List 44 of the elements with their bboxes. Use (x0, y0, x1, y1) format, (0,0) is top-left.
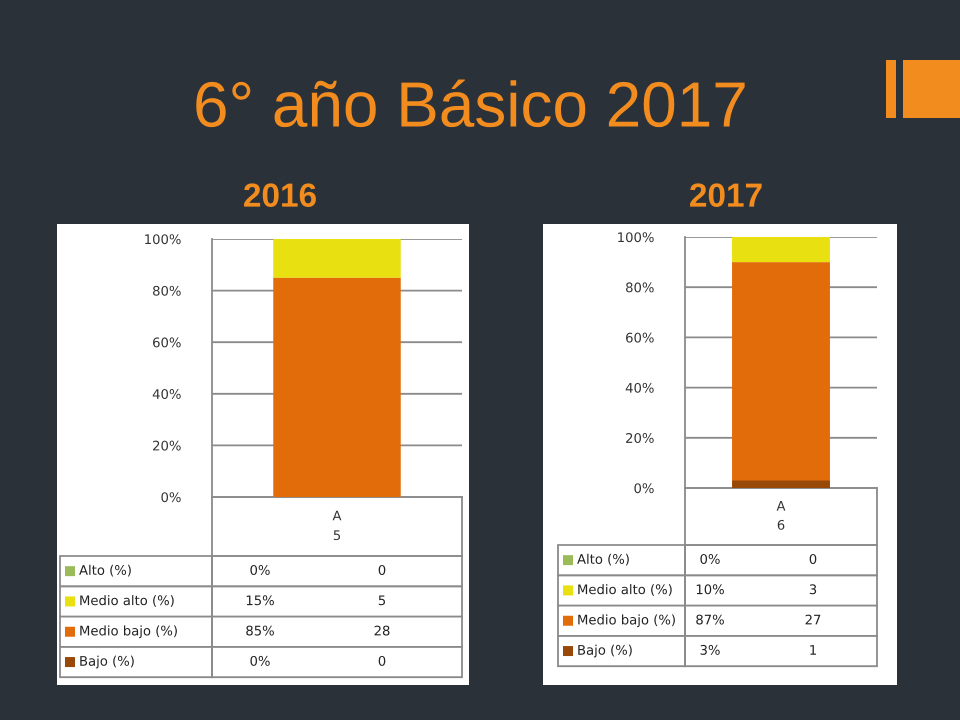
y-tick-label: 20% (153, 440, 181, 451)
text: 15% (246, 595, 274, 606)
y-tick-label: 100% (145, 234, 181, 244)
chart-title: 6° año Básico 2017 (196, 79, 745, 128)
y-tick-label: 20% (626, 433, 654, 443)
text: 0 (810, 554, 816, 564)
bar (732, 237, 830, 262)
text: 85% (246, 626, 274, 636)
y-tick-label: 60% (153, 337, 181, 348)
text: 87% (696, 614, 724, 625)
legend-label: Medio alto (%) (578, 584, 672, 596)
legend-label: Bajo (%) (80, 656, 134, 668)
y-tick-label: 100% (618, 232, 654, 242)
y-tick-label: 80% (153, 286, 181, 296)
chart-subtitle: 2016 (244, 183, 316, 207)
y-tick-label: 80% (626, 282, 654, 292)
legend-label: Alto (%) (79, 564, 131, 577)
legend-label: Bajo (%) (578, 644, 632, 658)
legend-label: Alto (%) (577, 554, 629, 566)
text: 0 (378, 656, 386, 666)
text: 3% (700, 644, 720, 655)
text: 0% (250, 565, 270, 575)
y-tick-label: 60% (626, 332, 654, 343)
text: 27 (806, 614, 820, 624)
bar (732, 480, 830, 488)
y-tick-label: 40% (626, 382, 654, 393)
text: 0 (378, 565, 386, 575)
text: 10% (696, 584, 724, 594)
text: 0% (250, 656, 270, 666)
bar (732, 262, 830, 480)
y-tick-label: 0% (634, 483, 654, 494)
text: 1 (810, 645, 816, 655)
x-tick-label: A 6 (776, 501, 786, 530)
text: 28 (374, 626, 390, 636)
legend-label: Medio bajo (%) (578, 614, 675, 628)
legend-label: Medio alto (%) (80, 595, 174, 607)
text: 3 (810, 584, 816, 594)
y-tick-label: 40% (152, 389, 181, 399)
chart-subtitle: 2017 (690, 183, 762, 207)
x-tick-label: A 5 (332, 510, 342, 540)
legend-label: Medio bajo (%) (80, 625, 177, 638)
y-tick-label: 0% (161, 492, 181, 502)
text: 5 (378, 595, 386, 606)
text: 0% (700, 554, 720, 564)
